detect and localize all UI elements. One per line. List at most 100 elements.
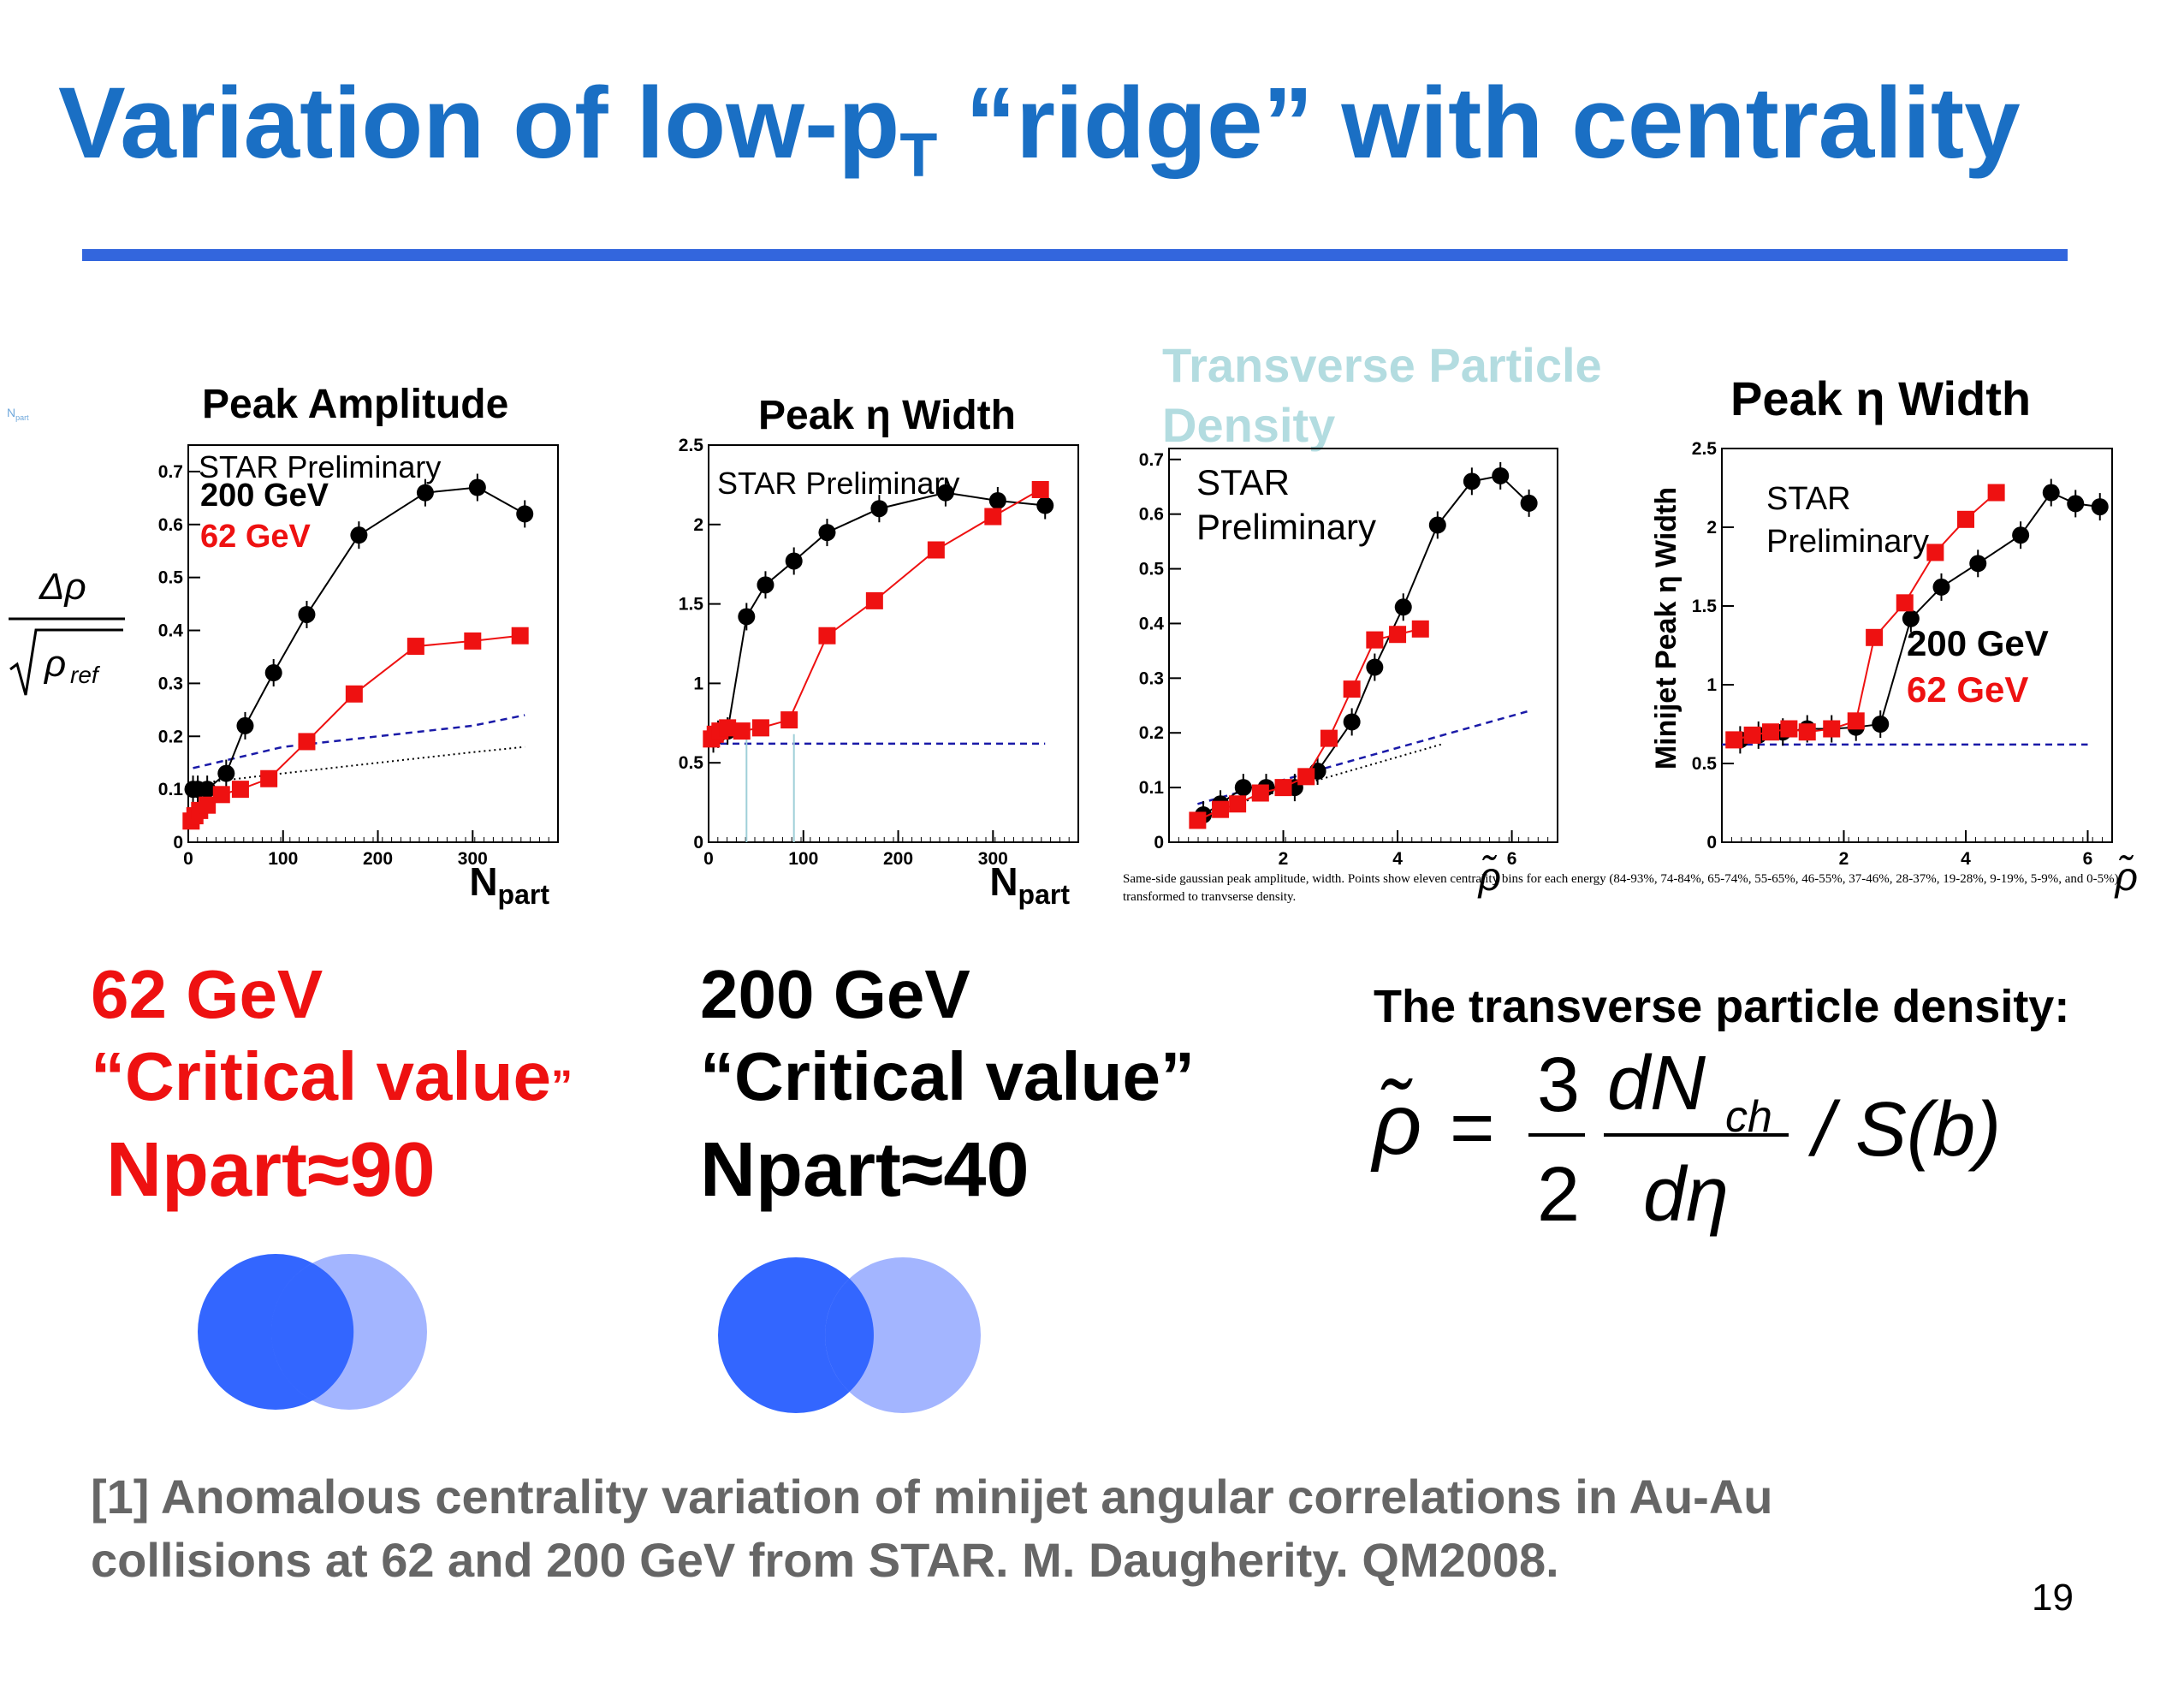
chart3-xtick-label: 6 [1507,849,1517,869]
chart3-marker-200gev [1366,658,1384,676]
critical-right-npart: Npart≈40 [700,1127,1030,1213]
chart3-ytick-label: 0.5 [1139,560,1165,579]
chart1-star-preliminary: STAR Preliminary [199,449,442,484]
chart1-marker-200gev [350,526,368,544]
critical-left-energy: 62 GeV [91,956,323,1032]
chart1-marker-62gev [199,796,217,814]
ylabel-numerator: Δρ [39,566,86,608]
chart3-title: Transverse Particle Density [1162,338,1602,452]
reference-citation: [1] Anomalous centrality variation of mi… [91,1470,1773,1587]
chart1-marker-200gev [468,478,486,496]
overlap-circles [198,1254,981,1413]
critical-right-energy: 200 GeV [700,956,970,1032]
chart3-marker-62gev [1274,779,1292,797]
chart3-marker-62gev [1366,631,1384,649]
chart1-marker-200gev [217,764,235,782]
chart1-marker-62gev [345,685,363,703]
chart4-marker-200gev [2012,526,2030,544]
chart3-marker-62gev [1320,729,1338,747]
chart3-ref-dashed [1197,710,1529,805]
chart3-marker-200gev [1394,598,1412,616]
chart1-marker-200gev [264,664,282,682]
formula-eq: = [1450,1085,1495,1171]
chart2-marker-200gev [936,484,954,502]
chart2-marker-62gev [818,627,836,645]
chart4-marker-200gev [1902,609,1920,627]
critical-left-label-text: “Critical value [91,1038,552,1114]
chart-peak-amplitude-npart: 00.10.20.30.40.50.60.70 100 200 300Npart00.… [158,436,2138,910]
chart1-ytick-label: 0 [173,833,183,852]
chart4-marker-62gev [1823,720,1841,738]
page-number: 19 [2032,1577,2074,1619]
chart4-plot: 0 0.5 1 1.5 2 2.5 2 4 6 ρ̃ Minijet Peak η Width [1650,439,2138,899]
chart1-xlabel-main: N [469,859,497,904]
chart4-preliminary: Preliminary [1766,524,1930,560]
chart4-marker-62gev [1780,720,1798,738]
critical-left-npart: Npart≈90 [106,1127,436,1213]
chart4-marker-200gev [1969,555,1987,573]
chart2-marker-62gev [927,541,945,559]
chart1-marker-200gev [236,716,254,734]
chart3-marker-200gev [1234,779,1252,797]
chart3-marker-200gev [1492,466,1510,484]
chart2-xtick-label: 200 [883,849,913,869]
formula-dn: dN [1607,1041,1706,1126]
chart3-plot: 0 0.1 0.2 0.3 0.4 0.5 0.6 0.7 2 4 6 ρ̃ [1139,448,1558,899]
formula-rest: / S(b) [1807,1087,2001,1173]
chart4-marker-200gev [1932,578,1950,596]
chart1-marker-200gev [416,484,434,502]
chart1-marker-62gev [231,781,249,799]
chart2-xtick-label: 100 [788,849,818,869]
chart1-title: Peak Amplitude [202,382,509,427]
chart4-ytick-label: 1.5 [1692,597,1718,616]
chart1-marker-62gev [464,632,482,650]
formula-den: 2 [1537,1152,1580,1238]
chart1-ytick-label: 0.4 [158,621,184,641]
chart3-ytick-label: 0.2 [1139,723,1164,743]
chart4-marker-62gev [1926,544,1944,561]
chart4-marker-200gev [1872,716,1890,733]
chart1-label-62: 62 GeV [200,519,311,555]
chart1-marker-200gev [298,605,316,623]
formula-deta: dη [1643,1152,1729,1238]
chart4-marker-62gev [1866,628,1884,646]
chart1-ytick-label: 0.7 [158,462,183,482]
circle-left-overlap [270,1262,354,1401]
chart3-series-line [1196,627,1421,822]
chart3-marker-62gev [1411,620,1429,638]
chart2-marker-200gev [988,491,1006,509]
chart4-ytick-label: 1 [1706,675,1717,695]
chart2-ytick-label: 1.5 [679,595,704,615]
chart2-xtick-label: 0 [703,849,714,869]
critical-left-label-end: ” [551,1061,573,1109]
chart3-star: STAR [1196,462,1290,502]
chart1-marker-200gev [516,505,534,523]
chart2-ytick-label: 0 [693,833,703,852]
chart4-marker-200gev [2091,498,2109,516]
chart1-xlabel: Npart [469,859,549,910]
chart1-marker-62gev [212,786,230,804]
circle-right-b [825,1257,981,1413]
chart2-xlabel-main: N [989,859,1018,904]
chart4-label-200: 200 GeV [1907,623,2049,663]
chart4-title: Peak η Width [1730,371,2032,425]
chart3-ytick-label: 0.3 [1139,668,1164,688]
corner-tag: Npart [7,406,29,422]
chart1-marker-62gev [298,733,316,751]
chart2-ytick-label: 0.5 [679,753,704,773]
chart2-xtick-label: 300 [978,849,1008,869]
chart1-ref-dashed [193,714,525,769]
title-main: Variation of low-p [58,67,900,180]
chart4-xtick-label: 2 [1839,849,1849,869]
chart4-marker-200gev [2067,495,2085,513]
corner-tag-text: N [7,406,16,419]
chart1-ytick-label: 0.1 [158,780,184,799]
chart3-marker-62gev [1389,626,1407,644]
chart2-marker-62gev [865,591,883,609]
chart2-ytick-label: 2 [693,515,703,535]
chart1-ytick-label: 0.2 [158,727,183,746]
chart3-marker-62gev [1297,768,1315,786]
chart2-marker-62gev [719,719,737,737]
chart3-marker-62gev [1343,680,1361,698]
